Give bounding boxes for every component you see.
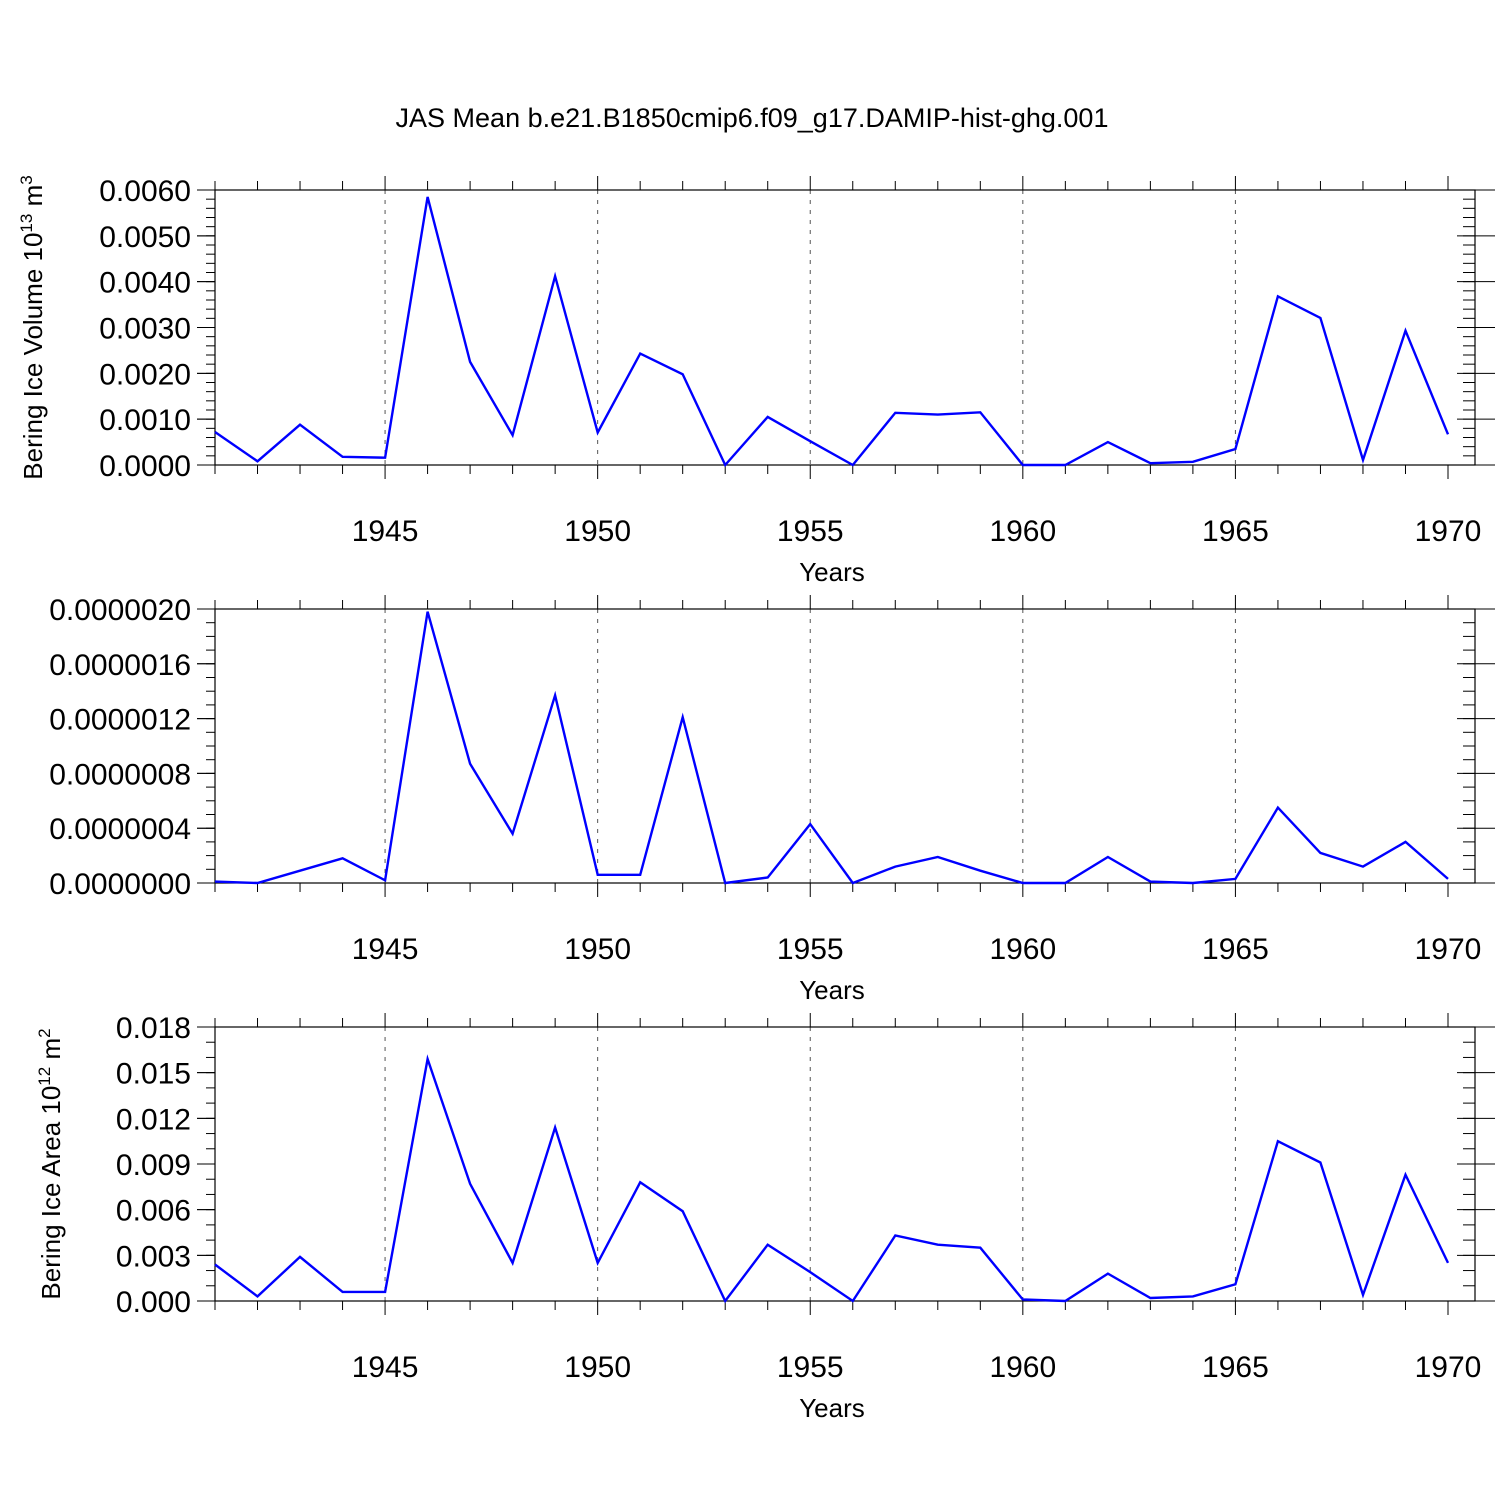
x-tick-label-1955: 1955 (777, 1351, 844, 1384)
y-tick-label-0.0000016: 0.0000016 (49, 649, 191, 682)
y-tick-label-0.012: 0.012 (116, 1103, 191, 1136)
x-tick-label-1965: 1965 (1202, 1351, 1269, 1384)
y-tick-label-0.0000012: 0.0000012 (49, 704, 191, 737)
y-tick-label-0.0040: 0.0040 (99, 267, 191, 300)
y-tick-label-0.000: 0.000 (116, 1286, 191, 1319)
x-tick-label-1970: 1970 (1415, 515, 1482, 548)
x-tick-label-1960: 1960 (989, 1351, 1056, 1384)
series-line (214, 611, 1449, 885)
y-tick-label-0.018: 0.018 (116, 1012, 191, 1045)
y-tick-label-0.0000004: 0.0000004 (49, 813, 191, 846)
plot-frame (214, 189, 1476, 466)
y-tick-label-0.0000000: 0.0000000 (49, 868, 191, 901)
y-tick-label-0.0000020: 0.0000020 (49, 594, 191, 627)
x-tick-label-1960: 1960 (989, 933, 1056, 966)
y-tick-label-0.003: 0.003 (116, 1240, 191, 1273)
y-tick-label-0.0000008: 0.0000008 (49, 758, 191, 791)
chart-panel-3: 1945 1950 1955 1960 1965 1970 Years 0.000 0.003 0… (35, 1012, 1495, 1423)
y-tick-label-0.0000: 0.0000 (99, 450, 191, 483)
x-axis-title: Years (799, 975, 865, 1005)
x-tick-label-1955: 1955 (777, 933, 844, 966)
x-axis-title: Years (799, 557, 865, 587)
x-tick-label-1950: 1950 (564, 933, 631, 966)
x-tick-label-1945: 1945 (352, 933, 419, 966)
x-tick-label-1955: 1955 (777, 515, 844, 548)
y-tick-label-0.015: 0.015 (116, 1058, 191, 1091)
y-tick-label-0.009: 0.009 (116, 1149, 191, 1182)
x-tick-label-1950: 1950 (564, 515, 631, 548)
x-tick-label-1945: 1945 (352, 515, 419, 548)
x-tick-label-1960: 1960 (989, 515, 1056, 548)
chart-panel-2: 1945 1950 1955 1960 1965 1970 Years 0.0000000 0.… (49, 594, 1495, 1005)
x-tick-label-1965: 1965 (1202, 515, 1269, 548)
series-line (214, 1054, 1450, 1304)
x-tick-label-1970: 1970 (1415, 1351, 1482, 1384)
x-tick-label-1965: 1965 (1202, 933, 1269, 966)
y-tick-label-0.0010: 0.0010 (99, 404, 191, 437)
y-tick-label-0.006: 0.006 (116, 1195, 191, 1228)
y-tick-label-0.0060: 0.0060 (99, 175, 191, 208)
y-tick-label-0.0050: 0.0050 (99, 221, 191, 254)
plot-frame (214, 608, 1476, 884)
y-axis-title: Bering Ice Area 1012 m2 (35, 1028, 66, 1299)
x-tick-label-1970: 1970 (1415, 933, 1482, 966)
chart-title: JAS Mean b.e21.B1850cmip6.f09_g17.DAMIP-… (396, 103, 1109, 133)
y-axis-title: Bering Ice Volume 1013 m3 (17, 175, 48, 479)
plot-frame (214, 1026, 1476, 1302)
y-tick-label-0.0030: 0.0030 (99, 313, 191, 346)
series-line (214, 196, 1450, 468)
chart-panel-1: JAS Mean b.e21.B1850cmip6.f09_g17.DAMIP-… (17, 103, 1495, 587)
x-tick-label-1950: 1950 (564, 1351, 631, 1384)
y-tick-label-0.0020: 0.0020 (99, 358, 191, 391)
x-tick-label-1945: 1945 (352, 1351, 419, 1384)
x-axis-title: Years (799, 1393, 865, 1423)
